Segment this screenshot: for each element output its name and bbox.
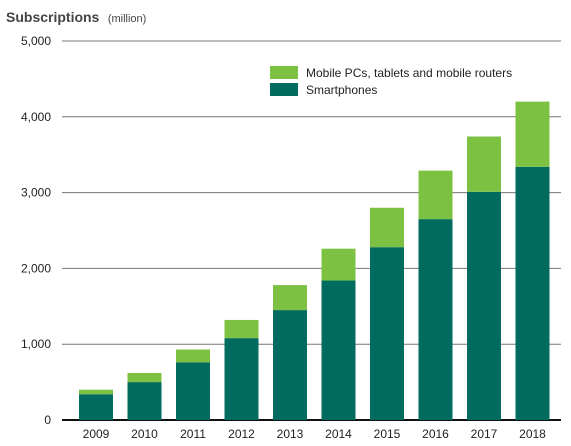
legend-label-smartphones: Smartphones xyxy=(306,83,377,97)
bar-smartphones xyxy=(127,382,162,420)
bar-smartphones xyxy=(515,166,550,420)
bar-mobile-pcs-tablets-and-mobile-routers xyxy=(321,248,356,281)
bars xyxy=(79,101,550,420)
bar-mobile-pcs-tablets-and-mobile-routers xyxy=(79,389,113,395)
bar-mobile-pcs-tablets-and-mobile-routers xyxy=(467,136,501,192)
bar-smartphones xyxy=(224,338,259,420)
bar-smartphones xyxy=(321,280,356,420)
chart-title: Subscriptions (million) xyxy=(6,9,146,26)
bar-mobile-pcs-tablets-and-mobile-routers xyxy=(418,170,453,220)
bar-smartphones xyxy=(79,394,113,420)
bar-smartphones xyxy=(418,219,453,420)
x-tick-label: 2013 xyxy=(277,427,304,441)
y-tick-label: 3,000 xyxy=(21,186,51,200)
bar-smartphones xyxy=(273,310,307,420)
x-tick-label: 2012 xyxy=(228,427,255,441)
y-tick-label: 0 xyxy=(44,413,51,427)
y-tick-label: 5,000 xyxy=(21,34,51,48)
x-tick-label: 2014 xyxy=(325,427,352,441)
bar-mobile-pcs-tablets-and-mobile-routers xyxy=(224,319,259,339)
bar-smartphones xyxy=(467,191,501,420)
y-tick-label: 2,000 xyxy=(21,261,51,275)
bar-mobile-pcs-tablets-and-mobile-routers xyxy=(176,349,210,363)
x-tick-label: 2018 xyxy=(519,427,546,441)
legend-swatch-smartphones xyxy=(270,83,298,96)
chart-title-unit: (million) xyxy=(108,13,147,25)
x-axis-tick-labels: 2009 2010 2011 2012 2013 2014 2015 2016 2017 2018 xyxy=(83,427,547,441)
bar-mobile-pcs-tablets-and-mobile-routers xyxy=(273,285,307,311)
legend-label-mobile-pcs: Mobile PCs, tablets and mobile routers xyxy=(306,66,512,80)
x-tick-label: 2015 xyxy=(374,427,401,441)
bar-smartphones xyxy=(370,247,404,420)
bar-mobile-pcs-tablets-and-mobile-routers xyxy=(127,373,162,383)
y-axis-tick-labels: 0 1,000 2,000 3,000 4,000 5,000 xyxy=(21,34,51,427)
y-tick-label: 1,000 xyxy=(21,337,51,351)
x-tick-label: 2011 xyxy=(180,427,206,441)
legend: Mobile PCs, tablets and mobile routers S… xyxy=(270,66,512,97)
bar-mobile-pcs-tablets-and-mobile-routers xyxy=(370,207,404,248)
bar-smartphones xyxy=(176,362,210,420)
x-tick-label: 2009 xyxy=(83,427,110,441)
x-tick-label: 2016 xyxy=(422,427,449,441)
x-tick-label: 2010 xyxy=(131,427,158,441)
x-tick-label: 2017 xyxy=(471,427,498,441)
y-tick-label: 4,000 xyxy=(21,110,51,124)
bar-mobile-pcs-tablets-and-mobile-routers xyxy=(515,101,550,167)
chart-title-main: Subscriptions xyxy=(6,9,100,25)
legend-swatch-mobile-pcs xyxy=(270,66,298,79)
